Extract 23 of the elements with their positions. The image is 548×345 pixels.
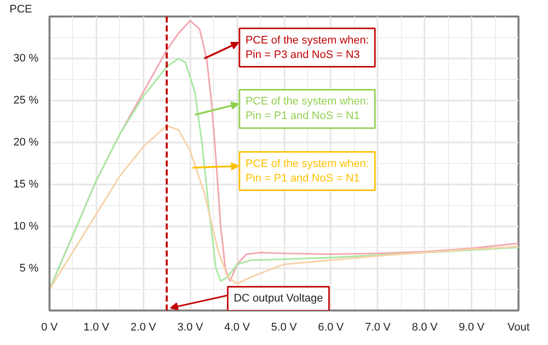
x-tick-label: 1.0 V [84,322,110,334]
x-tick-label: 8.0 V [412,322,438,334]
x-tick-label: 6.0 V [318,322,344,334]
y-tick-label: 25 % [13,94,39,106]
annotation: PCE of the system when: Pin = P1 and NoS = N1 [245,158,369,184]
y-tick-label: 30 % [13,52,39,64]
x-tick-label: 0 V [41,322,58,334]
x-tick-label: 7.0 V [364,322,392,334]
x-axis-title: Vout [507,322,530,334]
y-tick-label: 10 % [13,220,39,232]
line-series [50,124,518,290]
x-tick-label: 3.0 V [177,322,204,334]
ref-line-label: DC output Voltage [234,292,324,305]
annotation: PCE of the system when: Pin = P3 and NoS = N3 [245,34,369,61]
x-tick-label: 2.0 V [130,322,157,334]
x-tick-label: 4.0 V [224,322,251,334]
x-tick-label: 9.0 V [458,322,486,334]
y-axis-title: PCE [10,4,32,16]
annotation: PCE of the system when: Pin = P1 and NoS = N1 [245,96,369,122]
y-tick-label: 5 % [20,262,39,274]
x-tick-label: 5.0 V [271,322,298,334]
y-tick-label: 20 % [13,136,39,148]
y-tick-label: 15 % [13,178,39,190]
